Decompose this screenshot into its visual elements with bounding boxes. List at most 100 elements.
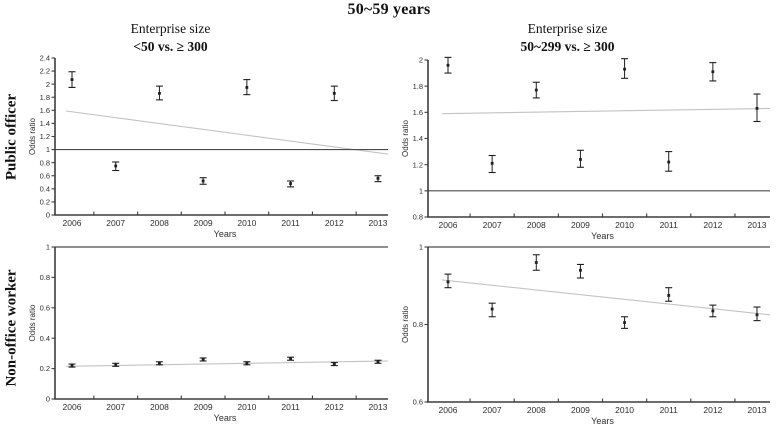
column-header-right-line2: 50~299 vs. ≥ 300 — [520, 38, 615, 54]
data-point — [446, 280, 450, 284]
y-tick-label: 0.4 — [40, 184, 50, 193]
column-header-left-line1: Enterprise size — [130, 21, 211, 36]
row-label-non-office-worker: Non-office worker — [3, 269, 20, 387]
x-axis-title: Years — [214, 229, 237, 239]
y-tick-label: 0 — [46, 395, 50, 404]
x-tick-label: 2010 — [615, 405, 634, 415]
chart-panel-public-officer-50-299: 0.8 1 1.2 1.4 1.6 1.8 2 2006 2007 2008 2009 2010 201… — [401, 56, 771, 241]
data-point — [245, 361, 249, 365]
chart-panel-non-office-worker-50-299: 0.6 0.8 1 2006 2007 2008 2009 2010 2011 2012 2013 Y… — [401, 243, 771, 426]
x-tick-label: 2011 — [281, 218, 300, 228]
x-tick-label: 2007 — [106, 218, 125, 228]
data-point — [667, 160, 671, 164]
data-point — [114, 363, 118, 367]
data-point — [623, 67, 626, 71]
x-tick-label: 2012 — [703, 220, 722, 230]
trend-line — [65, 110, 389, 155]
x-tick-label: 2006 — [63, 402, 82, 412]
y-tick-label: 1.2 — [40, 132, 50, 141]
trend-line — [65, 360, 389, 367]
y-tick-label: 0.2 — [40, 364, 50, 373]
y-tick-label: 1.8 — [413, 82, 423, 91]
data-point — [667, 294, 671, 297]
data-point — [376, 176, 380, 180]
data-point — [534, 261, 538, 264]
data-point — [446, 63, 450, 67]
y-tick-label: 1.4 — [40, 119, 50, 128]
trend-line — [441, 279, 771, 316]
y-tick-label: 2 — [46, 80, 50, 89]
y-tick-label: 0.6 — [413, 398, 423, 407]
y-tick-label: 2.2 — [40, 67, 50, 76]
trend-line — [441, 107, 771, 115]
x-tick-label: 2007 — [106, 402, 125, 412]
data-point — [70, 78, 74, 81]
data-point — [623, 321, 626, 324]
data-point — [579, 268, 582, 272]
y-tick-label: 1.6 — [40, 106, 50, 115]
x-tick-label: 2008 — [150, 218, 169, 228]
data-point — [158, 91, 161, 95]
x-axis-title: Years — [214, 413, 237, 423]
y-axis-title: Odds ratio — [401, 305, 410, 342]
x-tick-label: 2009 — [571, 405, 590, 415]
column-header-left-line2: <50 vs. ≥ 300 — [133, 38, 208, 54]
x-tick-label: 2011 — [660, 220, 679, 230]
column-header-right-line1: Enterprise size — [527, 21, 608, 36]
y-tick-label: 2.4 — [40, 54, 50, 63]
x-tick-label: 2010 — [237, 218, 256, 228]
x-tick-label: 2008 — [527, 220, 546, 230]
column-header-right: Enterprise size 50~299 vs. ≥ 300 — [425, 20, 710, 55]
x-tick-label: 2013 — [748, 405, 767, 415]
y-tick-label: 1 — [419, 243, 423, 252]
data-point — [70, 364, 74, 367]
y-tick-label: 1.2 — [413, 160, 423, 169]
x-tick-label: 2012 — [703, 405, 722, 415]
data-point — [201, 179, 205, 183]
x-tick-label: 2007 — [483, 220, 502, 230]
y-tick-label: 0.8 — [413, 213, 423, 222]
y-axis-title: Odds ratio — [28, 117, 37, 154]
x-tick-label: 2008 — [150, 402, 169, 412]
y-tick-label: 2 — [419, 56, 423, 65]
data-point — [711, 70, 715, 74]
x-tick-label: 2010 — [615, 220, 634, 230]
y-tick-label: 0.8 — [413, 320, 423, 329]
x-tick-label: 2007 — [483, 405, 502, 415]
y-tick-label: 1.4 — [413, 134, 423, 143]
y-tick-label: 0.2 — [40, 198, 50, 207]
y-tick-label: 1 — [46, 145, 50, 154]
data-point — [289, 182, 292, 185]
x-tick-label: 2013 — [369, 402, 388, 412]
y-tick-label: 0.4 — [40, 334, 50, 343]
x-tick-label: 2006 — [63, 218, 82, 228]
data-point — [755, 313, 759, 317]
column-header-left: Enterprise size <50 vs. ≥ 300 — [28, 20, 313, 55]
y-tick-label: 1 — [46, 243, 50, 252]
data-point — [534, 88, 538, 92]
x-tick-label: 2009 — [194, 218, 213, 228]
data-point — [332, 362, 336, 366]
data-point — [289, 357, 292, 361]
y-tick-label: 0 — [46, 211, 50, 220]
x-tick-label: 2012 — [325, 402, 344, 412]
y-tick-label: 1 — [419, 186, 423, 195]
data-point — [114, 164, 118, 168]
x-tick-label: 2006 — [439, 405, 458, 415]
x-tick-label: 2011 — [660, 405, 679, 415]
y-axis-title: Odds ratio — [401, 119, 410, 156]
data-point — [332, 91, 336, 95]
y-tick-label: 1.6 — [413, 108, 423, 117]
data-point — [245, 86, 249, 89]
chart-panel-public-officer-lt50: 0 0.2 0.4 0.6 0.8 1 1.2 1.4 1.6 1.8 2 2.2 2.4 2006 200… — [28, 54, 389, 239]
y-axis-title: Odds ratio — [28, 304, 37, 341]
data-point — [376, 360, 380, 364]
row-label-public-officer: Public officer — [3, 93, 20, 181]
y-tick-label: 1.8 — [40, 93, 50, 102]
data-point — [711, 309, 715, 313]
y-tick-label: 0.8 — [40, 273, 50, 282]
x-tick-label: 2010 — [237, 402, 256, 412]
x-tick-label: 2006 — [439, 220, 458, 230]
data-point — [201, 358, 205, 361]
